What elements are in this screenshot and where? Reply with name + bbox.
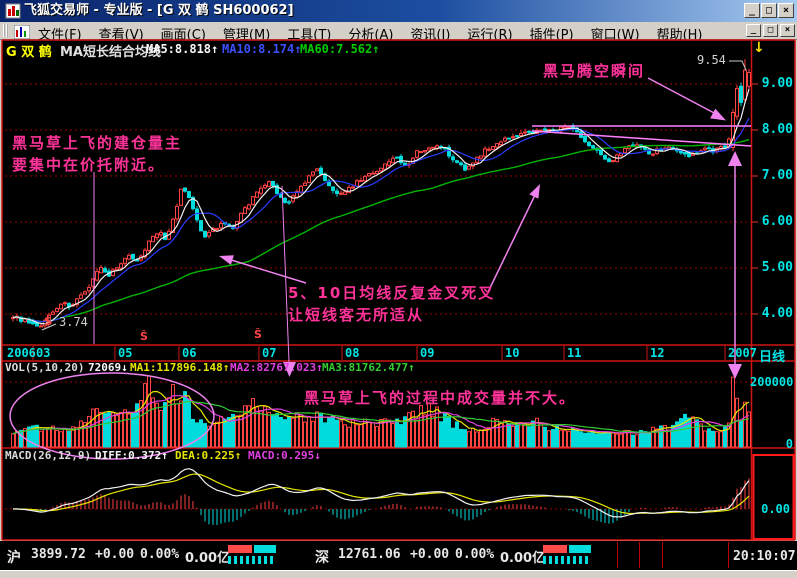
annotation-cross: 5、10日均线反复金叉死叉 让短线客无所适从 <box>288 282 495 326</box>
sh-mini-chart <box>228 545 278 564</box>
low-price-label: 3.74 <box>59 315 88 329</box>
annotation-cross-line2: 让短线客无所适从 <box>288 306 425 324</box>
date-tick-label: 10 <box>505 346 520 360</box>
sz-index-amount: 0.00亿 <box>500 551 546 566</box>
status-separator <box>728 542 729 568</box>
date-tick-label: 03 <box>36 346 51 360</box>
scroll-indicator-down-icon[interactable]: ↓ <box>753 40 765 56</box>
status-separator <box>662 542 663 568</box>
date-tick-label: 09 <box>420 346 435 360</box>
ma5-value: MA5:8.818↑ <box>146 42 219 56</box>
sz-index-label: 深 <box>315 550 329 566</box>
dividend-marker-icon: Ŝ <box>140 330 148 343</box>
status-separator <box>617 542 618 568</box>
sz-mini-chart-ticks <box>543 556 591 564</box>
sh-index-change: +0.00 <box>95 547 135 562</box>
period-label[interactable]: 日线 <box>759 350 786 365</box>
peak-price-label: 9.54 <box>697 53 726 67</box>
vol-ma2-value: MA2:82767.023↑ <box>230 361 323 374</box>
indicator-name: MA短长结合均线 <box>60 45 161 60</box>
sz-index-change: +0.00 <box>410 547 450 562</box>
app-icon <box>5 3 21 19</box>
mdi-restore-button[interactable]: □ <box>763 24 778 37</box>
sz-index-pct: 0.00% <box>455 547 495 562</box>
price-tick-label: 6.00 <box>761 214 793 229</box>
annotation-accumulation: 黑马草上飞的建仓量主 要集中在价托附近。 <box>12 132 182 176</box>
date-tick-label: 06 <box>182 346 197 360</box>
sh-mini-chart-cyan-bar <box>254 545 276 553</box>
clock: 20:10:07 <box>733 549 796 564</box>
price-tick-label: 8.00 <box>761 122 793 137</box>
sh-index-value: 3899.72 <box>31 547 86 562</box>
window-title: 飞狐交易师 - 专业版 - [G 双 鹤 SH600062] <box>24 3 294 18</box>
date-tick-label: 2007 <box>728 346 757 360</box>
annotation-accumulation-line2: 要集中在价托附近。 <box>12 156 166 174</box>
date-tick-label: 2006 <box>7 346 36 360</box>
sh-index-pct: 0.00% <box>140 547 180 562</box>
window-resize-strip[interactable] <box>0 570 797 578</box>
sh-index-amount: 0.00亿 <box>185 551 231 566</box>
date-tick-label: 12 <box>650 346 665 360</box>
vol-axis-zero: 0 <box>785 437 793 451</box>
low-marker-icon: $ <box>44 314 53 328</box>
date-tick-label: 11 <box>567 346 582 360</box>
sz-mini-chart-cyan-bar <box>569 545 591 553</box>
sh-mini-chart-red-bar <box>228 545 252 553</box>
price-tick-label: 9.00 <box>761 76 793 91</box>
stock-code-name: G 双 鹤 <box>6 45 52 60</box>
status-separator <box>639 542 640 568</box>
mdi-minimize-button[interactable]: _ <box>746 24 761 37</box>
ma10-value: MA10:8.174↑ <box>222 42 302 56</box>
vol-indicator-name: VOL(5,10,20) <box>5 361 85 374</box>
vol-ma3-value: MA3:81762.477↑ <box>322 361 415 374</box>
price-tick-label: 5.00 <box>761 260 793 275</box>
vol-ma1-value: MA1:117896.148↑ <box>130 361 230 374</box>
minimize-button[interactable]: _ <box>744 3 760 18</box>
annotation-cross-line1: 5、10日均线反复金叉死叉 <box>288 284 496 302</box>
macd-indicator-name: MACD(26,12,9) <box>5 449 92 462</box>
sz-index-value: 12761.06 <box>338 547 401 562</box>
sz-mini-chart-red-bar <box>543 545 567 553</box>
mdi-close-button[interactable]: × <box>780 24 795 37</box>
annotation-takeoff: 黑马腾空瞬间 <box>543 62 646 80</box>
menu-bar: 文件(F) 查看(V) 画面(C) 管理(M) 工具(T) 分析(A) 资讯(I) 运行(R)… <box>0 22 797 43</box>
toolbar-grip[interactable] <box>3 24 8 37</box>
annotation-volume-note: 黑马草上飞的过程中成交量并不大。 <box>304 389 577 407</box>
date-tick-label: 07 <box>262 346 277 360</box>
dividend-marker-icon: Ŝ <box>254 328 262 341</box>
date-tick-label: 05 <box>118 346 133 360</box>
vol-axis-max: 200000 <box>750 375 794 389</box>
title-bar[interactable]: 飞狐交易师 - 专业版 - [G 双 鹤 SH600062] _ □ × <box>0 0 797 22</box>
restore-button[interactable]: □ <box>761 3 777 18</box>
close-button[interactable]: × <box>778 3 794 18</box>
annotation-accumulation-line1: 黑马草上飞的建仓量主 <box>12 134 183 152</box>
price-tick-label: 7.00 <box>761 168 793 183</box>
macd-dea-value: DEA:0.225↑ <box>175 449 242 462</box>
date-tick-label: 08 <box>345 346 360 360</box>
sh-index-label: 沪 <box>7 550 21 566</box>
sz-mini-chart <box>543 545 593 564</box>
ma60-value: MA60:7.562↑ <box>300 42 380 56</box>
vol-value: 72069↓ <box>88 361 128 374</box>
price-tick-label: 4.00 <box>761 306 793 321</box>
macd-value: MACD:0.295↓ <box>248 449 321 462</box>
macd-axis-zero: 0.00 <box>761 502 790 516</box>
sh-mini-chart-ticks <box>228 556 276 564</box>
macd-diff-value: DIFF:0.372↑ <box>95 449 168 462</box>
status-bar: 沪 3899.72 +0.00 0.00% 0.00亿 深 12761.06 +… <box>0 541 797 570</box>
